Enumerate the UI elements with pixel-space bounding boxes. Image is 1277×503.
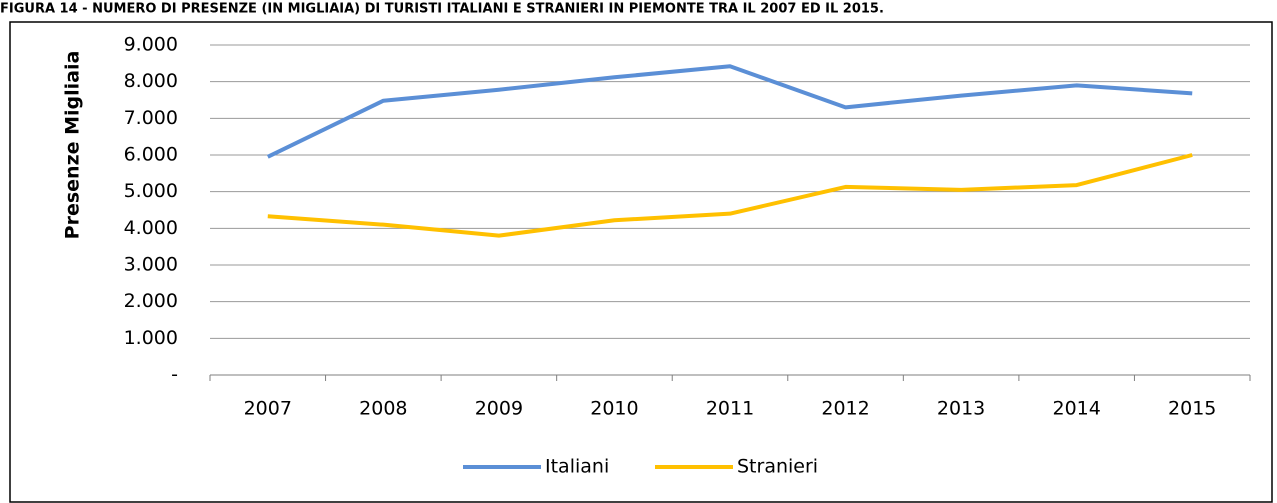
x-tick-label: 2008 bbox=[359, 398, 407, 420]
legend-label: Stranieri bbox=[737, 456, 818, 478]
x-tick-label: 2009 bbox=[475, 398, 523, 420]
y-tick-label: - bbox=[171, 364, 178, 386]
series-line bbox=[267, 153, 1193, 238]
x-tick-label: 2013 bbox=[937, 398, 985, 420]
y-axis-label: Presenze Migliaia bbox=[62, 51, 84, 240]
y-tick-label: 2.000 bbox=[124, 290, 178, 312]
x-tick-label: 2012 bbox=[821, 398, 869, 420]
y-tick-label: 1.000 bbox=[124, 327, 178, 349]
x-tick-label: 2010 bbox=[590, 398, 638, 420]
chart-title: FIGURA 14 - NUMERO DI PRESENZE (IN MIGLI… bbox=[0, 2, 884, 17]
chart-frame bbox=[9, 21, 1273, 503]
y-tick-label: 3.000 bbox=[124, 254, 178, 276]
x-tick-label: 2011 bbox=[706, 398, 754, 420]
x-tick-label: 2015 bbox=[1168, 398, 1216, 420]
y-tick-label: 8.000 bbox=[124, 70, 178, 92]
x-tick-label: 2007 bbox=[244, 398, 292, 420]
y-tick-label: 5.000 bbox=[124, 180, 178, 202]
legend-label: Italiani bbox=[545, 456, 609, 478]
y-tick-label: 6.000 bbox=[124, 144, 178, 166]
y-tick-label: 4.000 bbox=[124, 217, 178, 239]
y-tick-label: 7.000 bbox=[124, 107, 178, 129]
y-tick-label: 9.000 bbox=[124, 34, 178, 56]
x-tick-label: 2014 bbox=[1052, 398, 1100, 420]
series-line bbox=[266, 64, 1193, 159]
